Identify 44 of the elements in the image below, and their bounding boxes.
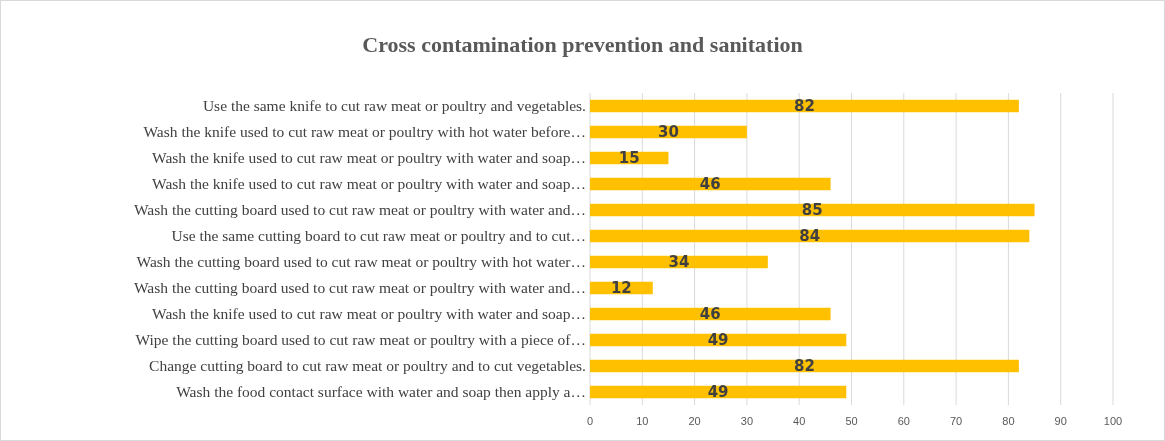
y-tick-label: Use the same knife to cut raw meat or poultry and vegetables. <box>202 97 586 115</box>
chart-title: Cross contamination prevention and sanitation <box>362 32 803 57</box>
y-tick-label: Wash the cutting board used to cut raw meat or poultry with water and… <box>133 201 586 219</box>
bar <box>590 307 831 321</box>
y-tick-label: Use the same cutting board to cut raw meat or poultry and to cut… <box>171 227 586 245</box>
y-tick-label: Wipe the cutting board used to cut raw meat or poultry with a piece of… <box>135 331 586 349</box>
data-label: 84 <box>799 227 821 246</box>
bar <box>590 229 1030 243</box>
y-tick-label: Wash the knife used to cut raw meat or poultry with water and soap… <box>152 149 586 167</box>
data-label: 82 <box>793 97 815 116</box>
data-label: 15 <box>618 149 640 168</box>
x-tick-label: 80 <box>1002 415 1015 427</box>
y-tick-label: Change cutting board to cut raw meat or poultry and to cut vegetables. <box>149 357 586 375</box>
bar <box>590 203 1035 217</box>
x-tick-label: 50 <box>845 415 858 427</box>
x-tick-label: 10 <box>636 415 649 427</box>
y-tick-label: Wash the cutting board used to cut raw meat or poultry with water and… <box>133 279 586 297</box>
y-tick-label: Wash the knife used to cut raw meat or poultry with hot water before… <box>143 123 586 141</box>
y-tick-label: Wash the knife used to cut raw meat or poultry with water and soap… <box>152 175 586 193</box>
x-tick-label: 20 <box>688 415 701 427</box>
data-label: 49 <box>707 331 729 350</box>
data-label: 82 <box>793 357 815 376</box>
bar <box>590 99 1019 113</box>
y-tick-label: Wash the cutting board used to cut raw meat or poultry with hot water… <box>136 253 586 271</box>
x-tick-label: 40 <box>793 415 806 427</box>
bar <box>590 177 831 191</box>
x-tick-label: 90 <box>1054 415 1067 427</box>
bar <box>590 385 847 399</box>
data-label: 85 <box>801 201 823 220</box>
bar <box>590 333 847 347</box>
y-tick-label: Wash the food contact surface with water and soap then apply a… <box>176 383 586 401</box>
data-label: 46 <box>699 305 721 324</box>
x-tick-label: 100 <box>1103 415 1123 427</box>
x-tick-label: 60 <box>897 415 910 427</box>
x-tick-label: 70 <box>949 415 963 427</box>
y-tick-label: Wash the knife used to cut raw meat or poultry with water and soap… <box>152 305 586 323</box>
data-label: 46 <box>699 175 721 194</box>
data-label: 30 <box>658 123 679 142</box>
data-label: 12 <box>610 279 632 298</box>
data-label: 49 <box>707 383 729 402</box>
x-tick-label: 30 <box>740 415 754 427</box>
x-tick-label: 0 <box>586 415 594 427</box>
bar <box>590 359 1019 373</box>
data-label: 34 <box>668 253 690 272</box>
